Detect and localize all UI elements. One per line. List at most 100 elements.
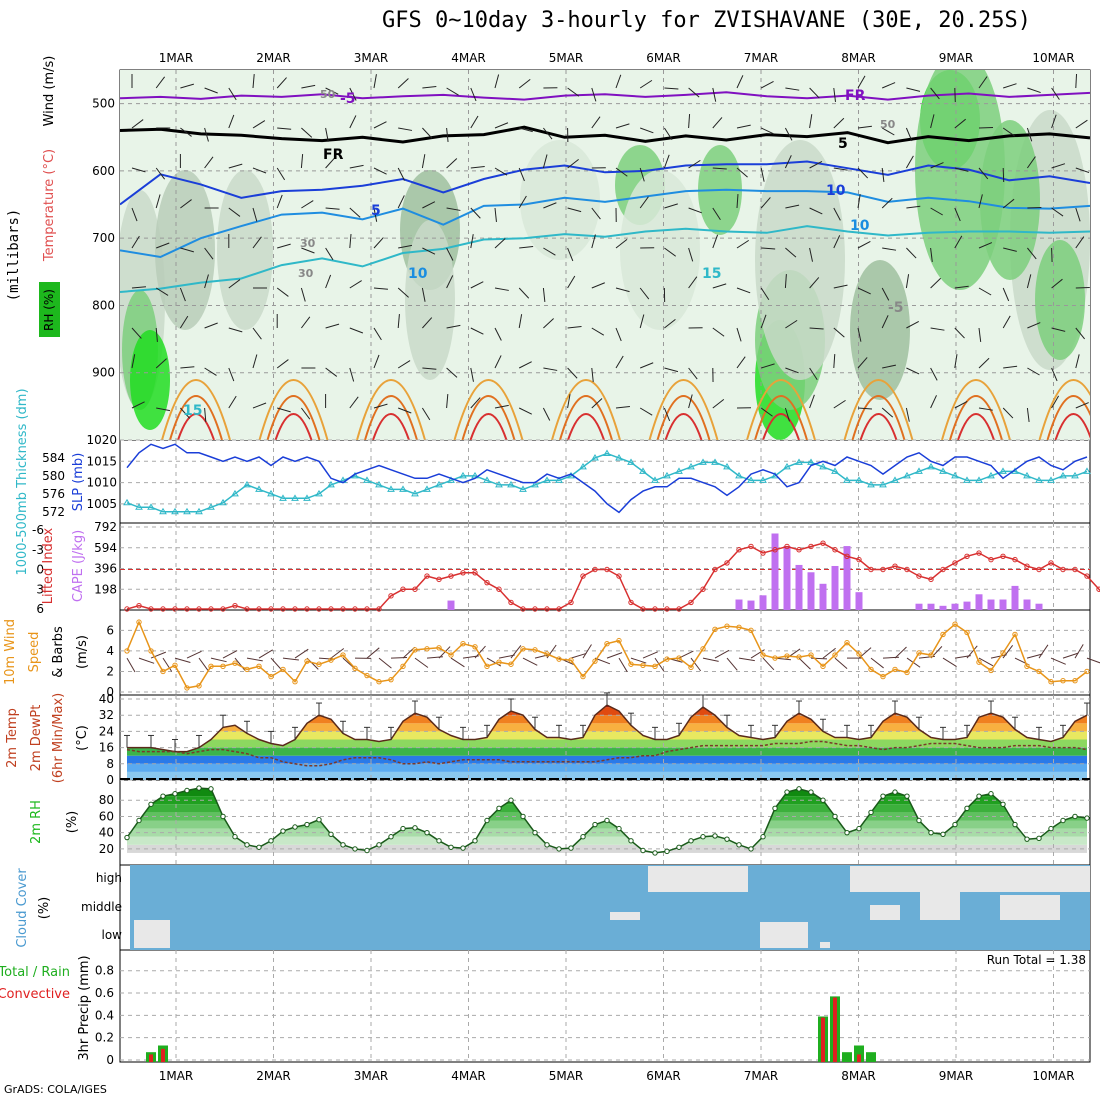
bottom-date-label: 10MAR	[1032, 1069, 1074, 1083]
thickness-line	[126, 452, 1088, 513]
wind-barb	[373, 237, 384, 249]
wind-barb	[760, 167, 765, 182]
pressure-tick-label: 600	[92, 164, 115, 178]
wind-barb	[688, 87, 700, 98]
wind-barb	[543, 367, 558, 371]
rh-line-point	[604, 817, 610, 824]
surface-wind-barb	[654, 657, 665, 672]
wind-speed-line-point	[508, 661, 514, 667]
wind-barb	[978, 287, 992, 296]
wind-axis-title-d: (m/s)	[75, 635, 90, 669]
cloud-gap	[820, 942, 830, 948]
thickness-line-point	[435, 480, 443, 488]
wind-speed-line-point	[844, 639, 850, 646]
rh-line-point	[172, 791, 178, 797]
wind-barb	[228, 207, 241, 217]
wind-barb	[422, 367, 437, 370]
wind-barb	[688, 247, 694, 262]
wind-speed-line-point	[760, 652, 766, 658]
wind-barb	[930, 247, 933, 262]
wind-barb	[519, 246, 534, 249]
wind-barb	[736, 193, 739, 209]
cloud-gap	[920, 890, 960, 920]
upper-air-panel: 500 600 700 800 900 -5 FR 5 10 15 10 30 50 -5 FR 5 10 15 3…	[6, 56, 1090, 440]
wind-barb	[736, 356, 746, 369]
wind-barb	[761, 247, 776, 250]
wind-tick-label: 4	[106, 644, 114, 658]
wind-barb	[857, 327, 862, 342]
wind-barb	[397, 314, 400, 329]
lifted-index-line-point	[316, 606, 322, 612]
wind-barb	[833, 353, 836, 369]
wind-barb	[809, 277, 820, 289]
cape-bar	[939, 605, 947, 610]
warm-isotherm	[567, 413, 605, 440]
contour-label: 10	[408, 266, 428, 282]
wind-barb	[252, 354, 258, 369]
wind-barb	[833, 399, 846, 409]
wind-speed-line-point	[988, 667, 994, 674]
wind-barb	[784, 273, 787, 289]
wind-barb	[276, 287, 289, 297]
lifted-index-line-point	[988, 556, 994, 563]
wind-barb	[906, 247, 917, 259]
lifted-index-line-point	[940, 566, 946, 573]
thickness-line-point	[555, 476, 563, 483]
wind-barb	[567, 207, 582, 213]
wind-speed-line-point	[1072, 677, 1078, 684]
wind-barb	[591, 327, 605, 336]
wind-barb	[446, 87, 459, 96]
wind-speed-line-point	[172, 662, 178, 668]
wind-barb	[688, 159, 701, 169]
cape-tick-label: 594	[94, 541, 117, 555]
lifted-index-line-point	[628, 599, 634, 606]
wind-speed-line-point	[676, 655, 682, 661]
wind-barb	[446, 324, 461, 329]
surface-wind-barb	[270, 657, 283, 671]
wind-barb	[446, 367, 458, 378]
wind-barb	[1075, 119, 1088, 129]
wind-barb	[179, 315, 189, 329]
surface-wind-barb	[1062, 652, 1079, 659]
wind-barb	[204, 247, 214, 260]
wind-barb	[639, 407, 653, 416]
contour-label: FR	[845, 88, 866, 104]
wind-speed-line-point	[712, 626, 718, 633]
surface-wind-barb	[510, 645, 522, 659]
rh-line-point	[976, 793, 982, 799]
thickness-axis-title: 1000-500mb Thickness (dm)	[15, 388, 30, 575]
rh-line-point	[664, 848, 670, 855]
surface-wind-barb	[246, 657, 263, 662]
warm-isotherm	[469, 413, 508, 440]
wind-barb	[542, 407, 551, 421]
wind-speed-line-point	[256, 663, 262, 670]
wind-barb	[760, 127, 775, 135]
wind-speed-line-point	[808, 652, 814, 658]
wind-barb	[809, 114, 813, 129]
wind-barb	[397, 287, 409, 298]
rh-line-point	[940, 831, 946, 837]
wind-barb	[736, 287, 751, 294]
wind-barb	[978, 327, 982, 342]
cloud-gap	[760, 922, 808, 948]
thickness-line-point	[699, 458, 707, 465]
temp-axis-title-d: (°C)	[75, 725, 90, 751]
thickness-line-point	[987, 471, 995, 479]
thickness-line-point	[711, 458, 719, 465]
cloud-gap	[134, 920, 170, 948]
surface-wind-barb	[222, 650, 238, 659]
precip-total-bar	[866, 1052, 876, 1062]
thickness-tick-label: 572	[42, 505, 65, 519]
rh-tick-label: 20	[99, 842, 114, 856]
wind-barb	[155, 194, 161, 209]
thickness-line-point	[135, 503, 143, 510]
wind-barb	[252, 120, 266, 129]
rh-line-point	[724, 836, 730, 842]
rh-tick-label: 60	[99, 809, 114, 823]
rh-line-point	[892, 789, 898, 795]
wind-barb	[930, 327, 945, 331]
rh-line-point	[904, 793, 910, 799]
rh-line-point	[268, 838, 274, 844]
wind-barb	[1026, 407, 1030, 422]
rh-line-point	[364, 847, 370, 854]
